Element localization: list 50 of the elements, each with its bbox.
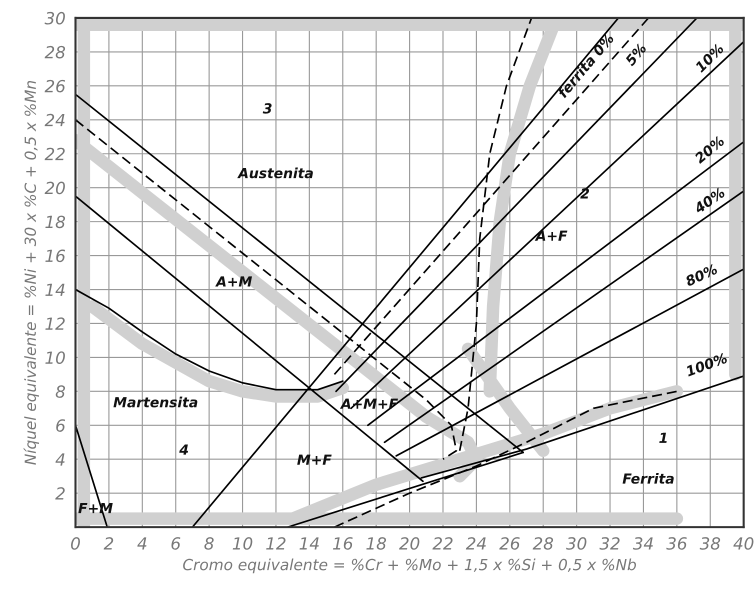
- y-tick-label: 14: [45, 284, 65, 296]
- x-tick-label: 18: [366, 537, 386, 550]
- annotation: 5%: [624, 42, 647, 67]
- annotation: Ferrita: [622, 473, 674, 484]
- x-tick-label: 14: [300, 537, 319, 550]
- x-tick-label: 24: [466, 537, 486, 550]
- annotation: Austenita: [237, 168, 313, 178]
- annotation: 1: [659, 432, 667, 443]
- y-tick-label: 22: [44, 148, 65, 160]
- x-tick-label: 4: [137, 537, 146, 550]
- annotation: A+M: [215, 276, 252, 287]
- y-tick-label: 2: [55, 487, 65, 500]
- y-tick-label: 10: [45, 351, 65, 364]
- x-tick-label: 8: [204, 537, 214, 550]
- x-tick-label: 6: [171, 537, 180, 550]
- annotation: 80%: [684, 264, 718, 287]
- x-tick-label: 10: [232, 537, 252, 550]
- x-tick-label: 12: [266, 537, 286, 550]
- x-tick-label: 22: [432, 537, 453, 550]
- x-tick-label: 0: [71, 537, 80, 550]
- y-axis-title: Níquel equivalente = %Ni + 30 x %C + 0,5 x %Mn: [24, 80, 39, 465]
- y-tick-label: 26: [44, 80, 66, 92]
- x-tick-label: 38: [700, 537, 720, 550]
- x-tick-label: 34: [632, 537, 653, 550]
- x-tick-label: 30: [566, 537, 586, 550]
- y-tick-label: 20: [44, 182, 65, 194]
- x-tick-label: 26: [499, 537, 520, 550]
- x-tick-label: 20: [399, 537, 420, 550]
- annotation: 2: [580, 188, 590, 198]
- annotation: 100%: [685, 352, 728, 377]
- x-tick-label: 28: [532, 537, 554, 550]
- y-tick-label: 4: [55, 453, 65, 466]
- y-tick-label: 24: [44, 114, 65, 126]
- x-tick-label: 32: [599, 537, 620, 550]
- x-tick-label: 16: [332, 537, 353, 550]
- x-tick-label: 36: [666, 537, 687, 550]
- y-tick-label: 30: [44, 12, 65, 25]
- annotation: Martensita: [113, 396, 198, 408]
- annotation: 4: [179, 444, 188, 455]
- y-tick-label: 8: [56, 385, 66, 398]
- y-tick-label: 28: [44, 46, 66, 58]
- annotation: 3: [262, 103, 272, 114]
- y-tick-label: 16: [45, 250, 66, 262]
- y-tick-label: 6: [56, 419, 66, 432]
- x-tick-label: 40: [733, 537, 754, 550]
- annotation: M+F: [297, 454, 332, 465]
- y-tick-label: 18: [45, 216, 66, 228]
- x-tick-label: 2: [104, 537, 114, 550]
- x-axis-title: Cromo equivalente = %Cr + %Mo + 1,5 x %Si + 0,5 x %Nb: [183, 558, 636, 574]
- y-tick-label: 12: [45, 317, 65, 330]
